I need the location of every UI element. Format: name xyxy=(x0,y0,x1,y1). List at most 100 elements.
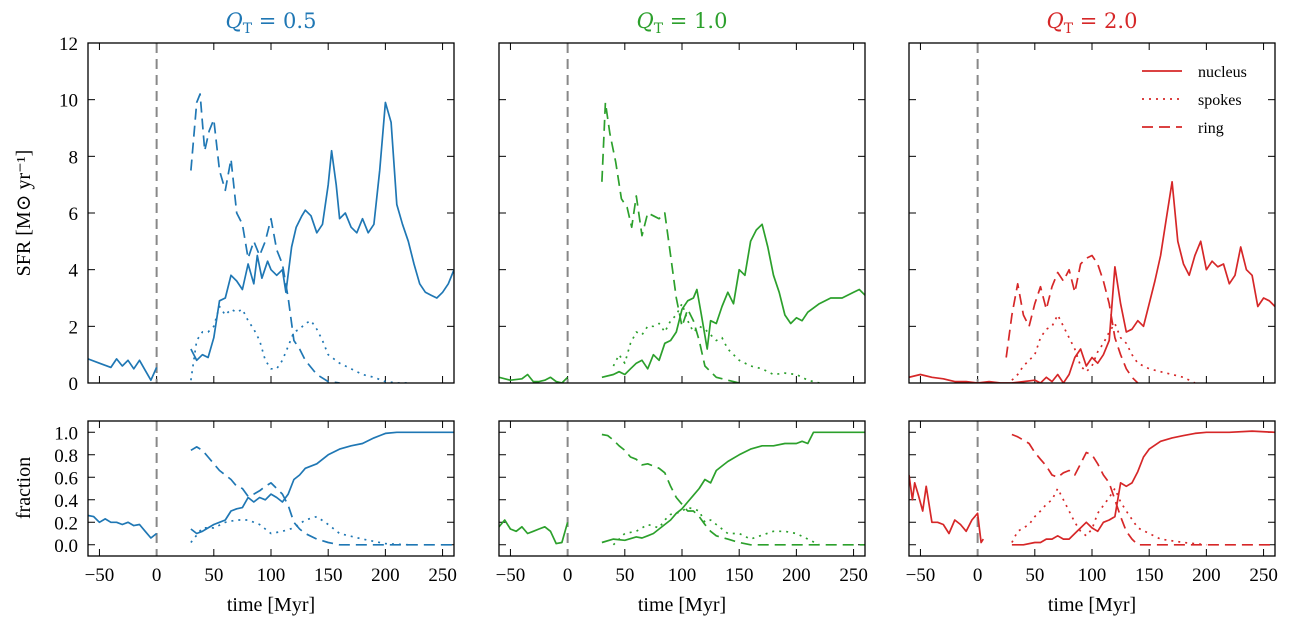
y-tick-label-top: 0 xyxy=(69,374,79,395)
bottom-lines xyxy=(909,421,1275,556)
panel-title-main: Q xyxy=(1047,9,1064,33)
x-tick-label: 0 xyxy=(563,565,573,586)
y-axis-label-fraction: fraction xyxy=(13,457,35,519)
legend-entry-ring: ring xyxy=(1142,120,1224,137)
x-tick-label: 150 xyxy=(725,565,754,586)
series-spokes-bottom xyxy=(1011,487,1207,546)
top-lines xyxy=(909,43,1275,383)
x-tick-label: −50 xyxy=(496,565,526,586)
panel-qt-2-0: QT = 2.0 −50 0 50 100 150 200 250 time [Myr] xyxy=(906,9,1278,616)
bottom-ticks: −50 0 50 100 150 200 250 0.00.20.40.60.81.0 xyxy=(54,421,457,586)
x-tick-label: 50 xyxy=(1025,565,1044,586)
bottom-axes: −50 0 50 100 150 200 250 0.00.20.40.60.81.0 xyxy=(54,420,457,586)
panel-qt-0-5: QT = 0.5 0 2 4 6 8 10 12 −50 0 50 100 150 200 250 0.0… xyxy=(54,9,457,616)
top-lines xyxy=(499,43,865,383)
panel-title: QT = 2.0 xyxy=(1047,9,1138,37)
legend-label-spokes: spokes xyxy=(1198,92,1242,109)
x-tick-label: −50 xyxy=(906,565,936,586)
panel-title: QT = 1.0 xyxy=(637,9,728,37)
legend-entry-spokes: spokes xyxy=(1142,92,1242,109)
series-nucleus-bottom xyxy=(909,430,1275,546)
x-tick-label: 200 xyxy=(1192,565,1221,586)
legend-label-nucleus: nucleus xyxy=(1198,64,1247,81)
panel-title-sub: T xyxy=(1064,21,1074,37)
x-tick-label: 150 xyxy=(1135,565,1164,586)
legend-label-ring: ring xyxy=(1198,120,1224,137)
bottom-lines xyxy=(499,421,865,556)
top-frame xyxy=(908,42,1276,384)
series-nucleus-bottom xyxy=(499,431,865,545)
top-ticks xyxy=(499,42,865,384)
x-tick-label: 100 xyxy=(1078,565,1107,586)
series-ring-bottom xyxy=(601,433,865,546)
y-axis-label-sfr: SFR [M⊙ yr⁻¹] xyxy=(13,150,35,277)
series-ring-top xyxy=(1005,254,1139,383)
y-tick-label-top: 8 xyxy=(69,147,79,168)
series-spokes-bottom xyxy=(612,506,820,546)
panel-title-rest: = 2.0 xyxy=(1073,9,1137,33)
top-axes: 0 2 4 6 8 10 12 xyxy=(59,34,455,395)
series-ring-bottom xyxy=(1011,433,1275,546)
series-nucleus-top xyxy=(88,101,454,382)
bottom-frame xyxy=(87,420,455,557)
y-tick-label-bottom: 1.0 xyxy=(54,423,78,444)
y-tick-label-top: 4 xyxy=(69,261,79,282)
series-nucleus-bottom xyxy=(88,431,454,539)
bottom-axes: −50 0 50 100 150 200 250 xyxy=(496,420,868,586)
y-tick-label-bottom: 0.6 xyxy=(54,468,78,489)
x-tick-label: 200 xyxy=(782,565,811,586)
x-tick-label: 200 xyxy=(371,565,400,586)
top-ticks: 0 2 4 6 8 10 12 xyxy=(59,34,454,395)
x-tick-label: 50 xyxy=(615,565,634,586)
series-nucleus-top xyxy=(499,223,865,383)
legend-entry-nucleus: nucleus xyxy=(1142,64,1247,81)
x-axis-label: time [Myr] xyxy=(1048,594,1136,616)
panel-title-sub: T xyxy=(243,21,253,37)
panel-title-sub: T xyxy=(654,21,664,37)
x-tick-label: 100 xyxy=(668,565,697,586)
panel-title-rest: = 0.5 xyxy=(252,9,316,33)
y-tick-label-bottom: 0.0 xyxy=(54,536,78,557)
y-tick-label-top: 2 xyxy=(69,317,79,338)
x-tick-label: −50 xyxy=(85,565,115,586)
series-ring-top xyxy=(601,101,740,383)
y-tick-label-top: 12 xyxy=(59,34,78,55)
x-axis-label: time [Myr] xyxy=(227,594,315,616)
x-tick-label: 250 xyxy=(428,565,457,586)
panel-qt-1-0: QT = 1.0 −50 0 50 100 150 200 250 time [Myr] xyxy=(496,9,868,616)
x-tick-label: 250 xyxy=(839,565,868,586)
bottom-axes: −50 0 50 100 150 200 250 xyxy=(906,420,1278,586)
legend: nucleus spokes ring xyxy=(1142,64,1247,137)
x-axis-label: time [Myr] xyxy=(638,594,726,616)
x-tick-label: 250 xyxy=(1249,565,1278,586)
panel-title-main: Q xyxy=(637,9,654,33)
series-spokes-top xyxy=(190,305,409,383)
top-lines xyxy=(88,43,454,383)
panel-title: QT = 0.5 xyxy=(226,9,317,37)
series-spokes-top xyxy=(1011,314,1196,383)
bottom-frame xyxy=(498,420,866,557)
y-tick-label-bottom: 0.4 xyxy=(54,491,78,512)
bottom-frame xyxy=(908,420,1276,557)
x-tick-label: 150 xyxy=(314,565,343,586)
x-tick-label: 50 xyxy=(204,565,223,586)
y-tick-label-bottom: 0.2 xyxy=(54,513,78,534)
bottom-lines xyxy=(88,421,454,556)
top-axes xyxy=(908,42,1276,384)
x-tick-label: 0 xyxy=(152,565,162,586)
top-axes xyxy=(498,42,866,384)
series-ring-top xyxy=(190,93,340,383)
panel-title-main: Q xyxy=(226,9,243,33)
y-tick-label-top: 10 xyxy=(59,91,78,112)
bottom-ticks: −50 0 50 100 150 200 250 xyxy=(906,421,1278,586)
series-nucleus-top xyxy=(909,180,1275,383)
series-ring-bottom xyxy=(190,446,454,546)
series-spokes-top xyxy=(612,302,820,383)
top-frame xyxy=(87,42,455,384)
x-tick-label: 0 xyxy=(973,565,983,586)
y-tick-label-top: 6 xyxy=(69,204,79,225)
y-tick-label-bottom: 0.8 xyxy=(54,446,78,467)
x-tick-label: 100 xyxy=(257,565,286,586)
top-frame xyxy=(498,42,866,384)
